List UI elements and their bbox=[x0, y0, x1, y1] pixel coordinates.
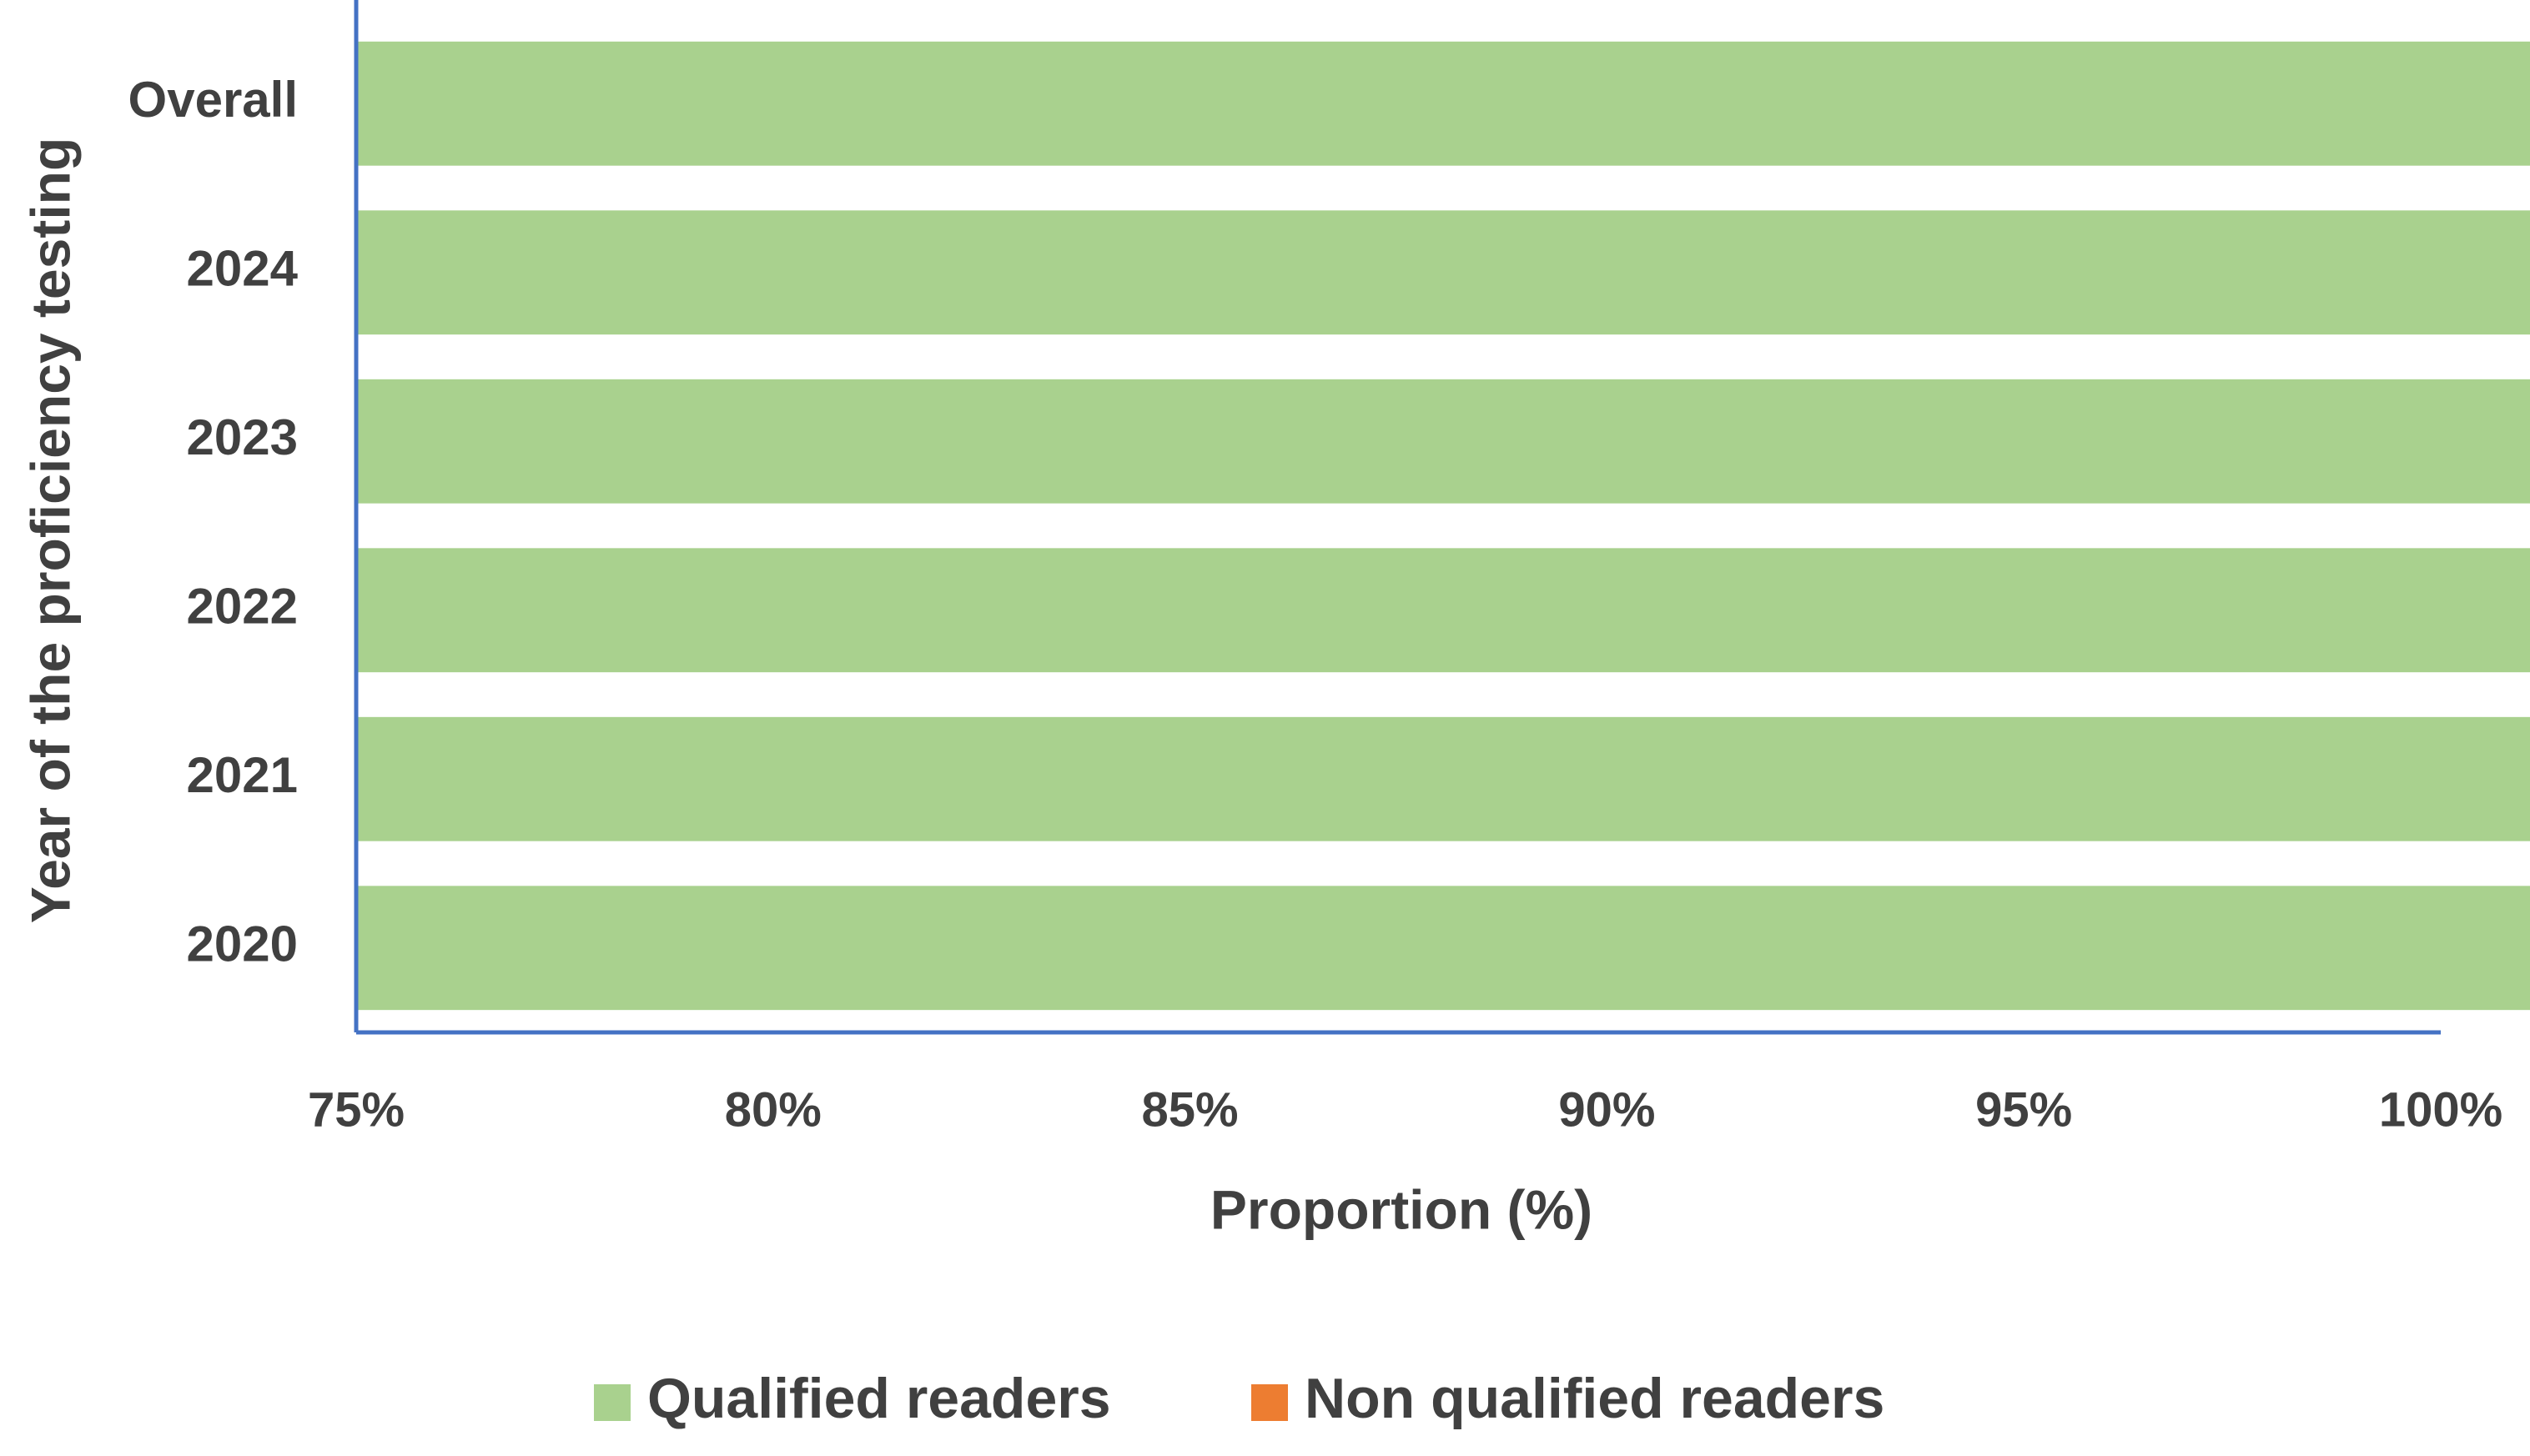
legend-label: Non qualified readers bbox=[1305, 1367, 1884, 1430]
legend-swatch bbox=[594, 1384, 631, 1421]
legend-label: Qualified readers bbox=[647, 1367, 1111, 1430]
bar-segment bbox=[356, 886, 2530, 1011]
y-tick-label: 2023 bbox=[187, 409, 298, 465]
bar-segment bbox=[356, 379, 2530, 504]
y-tick-label: 2020 bbox=[187, 916, 298, 972]
bar-segment bbox=[356, 716, 2530, 841]
legend-swatch bbox=[1251, 1384, 1288, 1421]
x-tick-label: 75% bbox=[308, 1082, 405, 1137]
bar-segment bbox=[356, 41, 2530, 166]
y-tick-label: 2021 bbox=[187, 747, 298, 803]
bar-segment bbox=[356, 210, 2530, 335]
x-tick-label: 80% bbox=[725, 1082, 822, 1137]
x-tick-label: 90% bbox=[1558, 1082, 1655, 1137]
y-axis-title: Year of the proficiency testing bbox=[19, 138, 81, 924]
x-axis-title: Proportion (%) bbox=[1210, 1178, 1592, 1240]
x-tick-label: 100% bbox=[2379, 1082, 2502, 1137]
x-tick-label: 95% bbox=[1975, 1082, 2072, 1137]
bar-segment bbox=[356, 548, 2530, 673]
y-tick-label: 2022 bbox=[187, 579, 298, 635]
y-tick-label: Overall bbox=[128, 72, 298, 128]
x-tick-label: 85% bbox=[1142, 1082, 1239, 1137]
y-tick-label: 2024 bbox=[187, 241, 299, 297]
